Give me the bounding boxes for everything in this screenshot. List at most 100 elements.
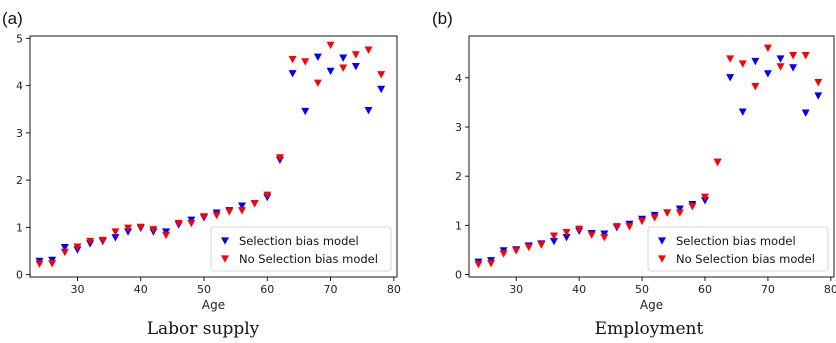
data-point <box>35 260 44 268</box>
data-point <box>575 225 584 233</box>
x-tick-label: 60 <box>260 283 274 296</box>
data-point <box>60 248 69 257</box>
data-point <box>313 79 322 87</box>
legend-box <box>647 226 829 272</box>
plot-frame <box>29 35 398 278</box>
data-point <box>549 232 558 240</box>
data-point <box>339 64 348 72</box>
data-point <box>111 228 120 236</box>
data-point <box>263 191 272 199</box>
data-point <box>326 41 335 50</box>
data-point <box>814 79 823 87</box>
data-point <box>73 243 82 251</box>
data-point <box>377 71 386 79</box>
data-point <box>726 74 735 82</box>
panel-label: (b) <box>432 9 453 28</box>
chart-panel-1: (a) 0 1 2 3 4 5 30 40 50 60 70 80 Age Selection bias m… <box>2 9 401 339</box>
data-point <box>700 193 709 202</box>
x-tick-label: 40 <box>134 283 148 296</box>
data-point <box>98 236 107 245</box>
data-point <box>675 205 684 213</box>
y-tick-label: 0 <box>16 269 23 282</box>
data-point <box>600 233 609 242</box>
panel-caption: Labor supply <box>147 319 260 339</box>
legend-marker <box>221 237 229 245</box>
data-point <box>776 63 785 71</box>
data-point <box>738 108 747 116</box>
data-point <box>763 70 772 78</box>
x-axis-title: Age <box>202 298 225 312</box>
x-tick-label: 80 <box>387 283 401 296</box>
y-tick-label: 3 <box>455 121 462 134</box>
data-point <box>301 58 310 66</box>
y-tick-label: 1 <box>455 219 462 232</box>
x-tick-label: 30 <box>70 283 84 296</box>
y-tick-label: 5 <box>16 32 23 45</box>
data-point <box>149 226 158 234</box>
series-no-selection-bias <box>35 41 386 268</box>
legend-box <box>210 226 392 272</box>
data-point <box>60 244 69 252</box>
data-point <box>512 247 521 255</box>
data-point <box>351 51 360 59</box>
data-point <box>537 241 546 249</box>
y-tick-label: 0 <box>455 269 462 282</box>
x-tick-label: 50 <box>197 283 211 296</box>
x-tick-label: 60 <box>698 283 712 296</box>
legend-label: No Selection bias model <box>239 252 378 266</box>
data-point <box>713 158 722 167</box>
y-tick-label: 4 <box>16 80 23 93</box>
data-point <box>237 202 246 210</box>
data-point <box>801 51 810 60</box>
data-point <box>326 67 335 76</box>
data-point <box>751 57 760 66</box>
y-tick-label: 1 <box>16 221 23 234</box>
data-point <box>301 107 310 116</box>
legend-label: Selection bias model <box>239 234 359 248</box>
data-point <box>288 70 297 78</box>
data-point <box>136 223 145 232</box>
data-point <box>524 243 533 252</box>
x-tick-label: 30 <box>509 283 523 296</box>
x-tick-label: 50 <box>635 283 649 296</box>
data-point <box>275 154 284 162</box>
plot-frame <box>468 35 835 278</box>
data-point <box>212 211 221 220</box>
data-point <box>625 223 634 231</box>
data-point <box>487 260 496 268</box>
data-point <box>225 208 234 216</box>
y-tick-label: 4 <box>455 72 462 85</box>
data-point <box>726 55 735 63</box>
data-point <box>650 214 659 222</box>
chart-panel-2: (b) 0 1 2 3 4 30 40 50 60 70 80 Age Selection bias mo… <box>432 9 836 339</box>
data-point <box>763 44 772 52</box>
panel-caption: Employment <box>595 319 704 339</box>
data-point <box>124 224 133 233</box>
legend: Selection bias model No Selection bias mo… <box>210 226 392 272</box>
data-point <box>377 85 386 94</box>
data-point <box>814 92 823 100</box>
data-point <box>124 228 133 236</box>
legend-marker <box>658 255 666 263</box>
legend-label: No Selection bias model <box>676 252 815 266</box>
data-point <box>162 231 171 240</box>
data-point <box>174 219 183 228</box>
series-no-selection-bias <box>474 44 823 269</box>
legend: Selection bias model No Selection bias mo… <box>647 226 829 272</box>
data-point <box>364 106 373 115</box>
data-point <box>339 54 348 62</box>
y-tick-label: 2 <box>16 174 23 187</box>
data-point <box>562 233 571 242</box>
data-point <box>751 82 760 91</box>
data-point <box>187 219 196 228</box>
x-tick-label: 70 <box>761 283 775 296</box>
data-point <box>288 55 297 64</box>
data-point <box>738 60 747 68</box>
x-tick-label: 80 <box>824 283 836 296</box>
x-tick-label: 70 <box>324 283 338 296</box>
data-point <box>663 209 672 217</box>
data-point <box>801 109 810 117</box>
data-point <box>474 261 483 269</box>
data-point <box>688 202 697 211</box>
